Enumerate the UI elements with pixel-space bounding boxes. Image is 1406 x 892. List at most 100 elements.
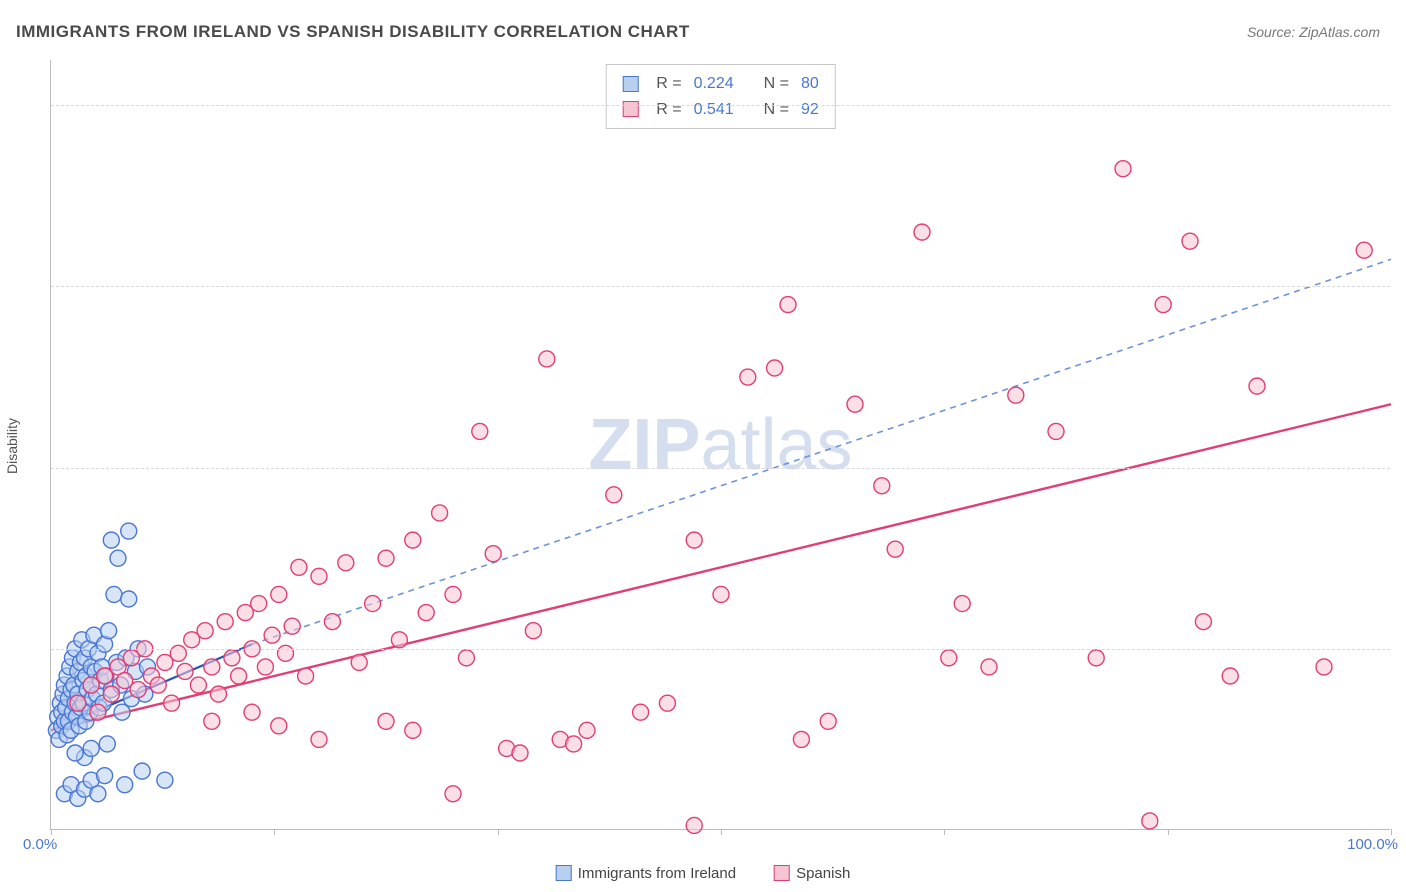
scatter-point-spanish	[298, 668, 314, 684]
scatter-point-spanish	[251, 596, 267, 612]
source-label: Source: ZipAtlas.com	[1247, 24, 1380, 40]
scatter-point-spanish	[874, 478, 890, 494]
scatter-point-spanish	[686, 817, 702, 833]
scatter-point-spanish	[324, 614, 340, 630]
scatter-point-spanish	[1182, 233, 1198, 249]
stats-legend-box: R = 0.224 N = 80 R = 0.541 N = 92	[605, 64, 836, 129]
scatter-point-spanish	[1222, 668, 1238, 684]
scatter-point-spanish	[378, 713, 394, 729]
scatter-point-spanish	[887, 541, 903, 557]
scatter-point-ireland	[83, 740, 99, 756]
x-tick-mark	[1168, 829, 1169, 835]
scatter-point-spanish	[190, 677, 206, 693]
scatter-point-spanish	[1356, 242, 1372, 258]
scatter-point-ireland	[114, 704, 130, 720]
scatter-point-spanish	[1115, 161, 1131, 177]
scatter-point-spanish	[566, 736, 582, 752]
scatter-point-spanish	[1249, 378, 1265, 394]
scatter-point-spanish	[211, 686, 227, 702]
scatter-point-spanish	[231, 668, 247, 684]
scatter-point-spanish	[90, 704, 106, 720]
legend-swatch-ireland	[556, 865, 572, 881]
scatter-point-spanish	[351, 654, 367, 670]
scatter-point-spanish	[606, 487, 622, 503]
scatter-point-spanish	[150, 677, 166, 693]
scatter-point-spanish	[1316, 659, 1332, 675]
scatter-point-spanish	[197, 623, 213, 639]
scatter-point-ireland	[121, 591, 137, 607]
x-max-label: 100.0%	[1347, 836, 1398, 853]
scatter-points-layer	[51, 60, 1390, 829]
gridline-h	[51, 286, 1390, 287]
scatter-point-spanish	[1142, 813, 1158, 829]
scatter-point-ireland	[90, 786, 106, 802]
scatter-point-spanish	[767, 360, 783, 376]
stats-row: R = 0.224 N = 80	[622, 71, 819, 97]
scatter-point-ireland	[121, 523, 137, 539]
scatter-point-spanish	[311, 731, 327, 747]
scatter-point-spanish	[103, 686, 119, 702]
scatter-point-spanish	[264, 627, 280, 643]
legend-label: Spanish	[796, 865, 850, 882]
scatter-point-spanish	[445, 786, 461, 802]
scatter-point-spanish	[458, 650, 474, 666]
scatter-point-ireland	[97, 768, 113, 784]
scatter-point-spanish	[365, 596, 381, 612]
r-value: 0.541	[694, 97, 734, 123]
scatter-point-spanish	[981, 659, 997, 675]
scatter-point-spanish	[954, 596, 970, 612]
legend-label: Immigrants from Ireland	[578, 865, 736, 882]
n-value: 80	[801, 71, 819, 97]
scatter-point-spanish	[659, 695, 675, 711]
scatter-point-spanish	[472, 423, 488, 439]
stats-row: R = 0.541 N = 92	[622, 97, 819, 123]
scatter-point-spanish	[271, 586, 287, 602]
scatter-point-ireland	[117, 777, 133, 793]
scatter-point-ireland	[99, 736, 115, 752]
x-tick-mark	[51, 829, 52, 835]
scatter-point-spanish	[941, 650, 957, 666]
scatter-point-spanish	[284, 618, 300, 634]
scatter-point-ireland	[157, 772, 173, 788]
legend-item: Spanish	[774, 865, 850, 882]
y-axis-label: Disability	[4, 418, 20, 474]
scatter-point-spanish	[405, 532, 421, 548]
x-tick-mark	[944, 829, 945, 835]
x-tick-mark	[498, 829, 499, 835]
origin-label: 0.0%	[23, 836, 57, 853]
scatter-point-spanish	[713, 586, 729, 602]
scatter-point-spanish	[820, 713, 836, 729]
scatter-point-spanish	[291, 559, 307, 575]
stats-swatch-spanish	[622, 101, 638, 117]
scatter-point-spanish	[204, 713, 220, 729]
scatter-point-spanish	[130, 682, 146, 698]
scatter-point-spanish	[271, 718, 287, 734]
scatter-point-spanish	[405, 722, 421, 738]
scatter-point-spanish	[338, 555, 354, 571]
scatter-point-ireland	[103, 532, 119, 548]
stats-swatch-ireland	[622, 76, 638, 92]
gridline-h	[51, 105, 1390, 106]
scatter-point-spanish	[1048, 423, 1064, 439]
r-label: R =	[656, 71, 681, 97]
legend-item: Immigrants from Ireland	[556, 865, 736, 882]
scatter-point-spanish	[686, 532, 702, 548]
scatter-point-ireland	[67, 745, 83, 761]
scatter-point-spanish	[914, 224, 930, 240]
scatter-point-ireland	[106, 586, 122, 602]
scatter-point-spanish	[539, 351, 555, 367]
scatter-point-spanish	[70, 695, 86, 711]
scatter-point-spanish	[740, 369, 756, 385]
legend-bottom: Immigrants from Ireland Spanish	[556, 865, 851, 882]
x-tick-mark	[721, 829, 722, 835]
scatter-point-spanish	[1088, 650, 1104, 666]
scatter-point-spanish	[1195, 614, 1211, 630]
n-label: N =	[764, 71, 789, 97]
legend-swatch-spanish	[774, 865, 790, 881]
scatter-point-spanish	[164, 695, 180, 711]
scatter-point-spanish	[432, 505, 448, 521]
scatter-point-ireland	[101, 623, 117, 639]
scatter-point-spanish	[204, 659, 220, 675]
scatter-point-spanish	[311, 568, 327, 584]
scatter-point-ireland	[110, 550, 126, 566]
